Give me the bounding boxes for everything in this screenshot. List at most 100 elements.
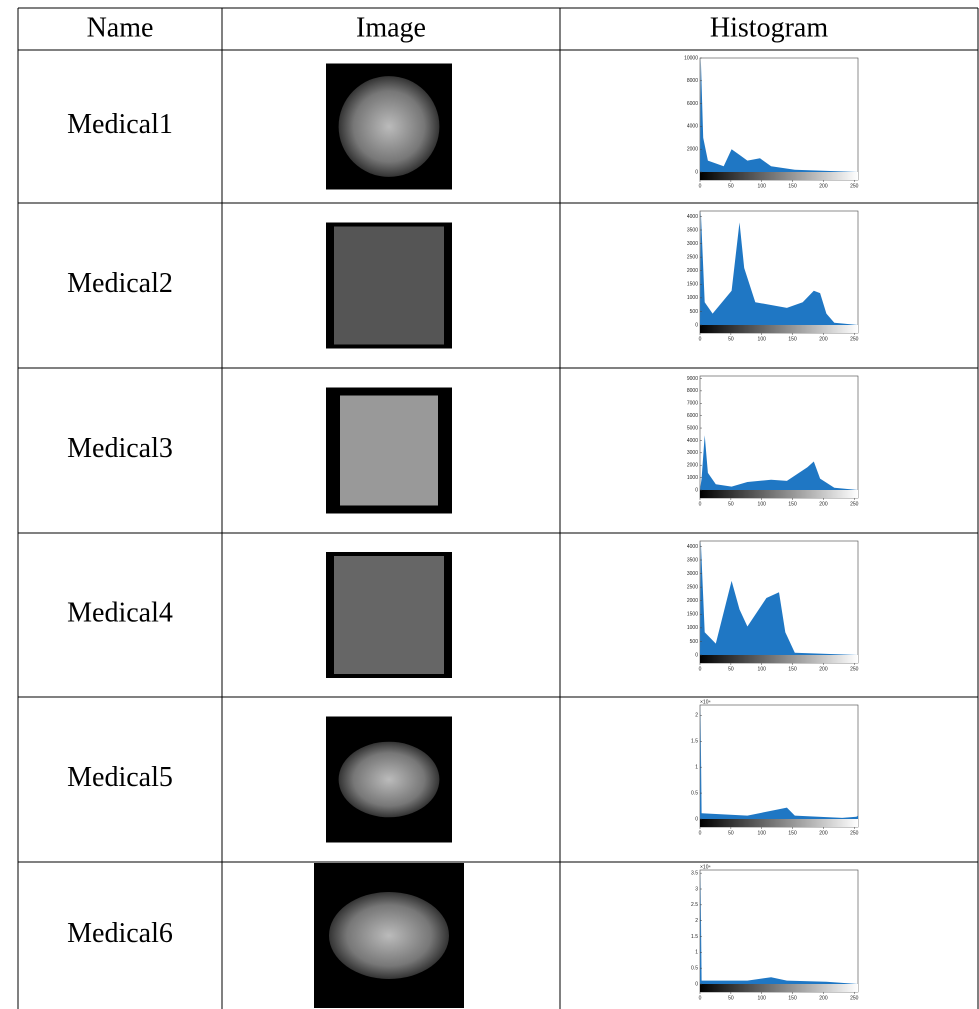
x-tick-label: 0 — [699, 183, 702, 189]
y-tick-label: 0.5 — [691, 965, 698, 971]
gray-bar — [700, 325, 858, 333]
y-tick-label: 1000 — [687, 295, 698, 301]
y-tick-label: 2000 — [687, 598, 698, 604]
row-name: Medical2 — [67, 268, 173, 299]
page: {"table": { "header": ["Name", "Image", … — [0, 0, 979, 1009]
y-tick-label: 3000 — [687, 571, 698, 577]
y-tick-label: 500 — [690, 309, 699, 315]
y-tick-label: 1500 — [687, 282, 698, 288]
x-tick-label: 0 — [699, 995, 702, 1001]
x-tick-label: 250 — [850, 501, 859, 507]
y-tick-label: 0 — [695, 322, 698, 328]
y-tick-label: 1000 — [687, 625, 698, 631]
x-tick-label: 100 — [758, 336, 767, 342]
x-tick-label: 250 — [850, 666, 859, 672]
x-tick-label: 150 — [788, 995, 797, 1001]
x-tick-label: 200 — [819, 995, 828, 1001]
medical-image — [326, 223, 452, 349]
x-tick-label: 100 — [758, 666, 767, 672]
y-tick-label: 6000 — [687, 413, 698, 419]
medical-image — [326, 552, 452, 678]
x-tick-label: 50 — [728, 995, 734, 1001]
y-tick-label: 3500 — [687, 557, 698, 563]
header-cell: Name — [87, 12, 154, 43]
x-tick-label: 50 — [728, 666, 734, 672]
x-tick-label: 150 — [788, 501, 797, 507]
y-tick-label: 0 — [695, 169, 698, 175]
y-tick-label: 1500 — [687, 612, 698, 618]
x-tick-label: 150 — [788, 183, 797, 189]
y-tick-label: 1000 — [687, 475, 698, 481]
image-body — [339, 742, 440, 818]
y-tick-label: 500 — [690, 639, 699, 645]
y-tick-label: 5000 — [687, 425, 698, 431]
y-tick-label: 6000 — [687, 101, 698, 107]
x-tick-label: 50 — [728, 336, 734, 342]
image-body — [329, 892, 449, 979]
x-tick-label: 200 — [819, 183, 828, 189]
y-tick-label: 4000 — [687, 124, 698, 130]
y-tick-label: 1.5 — [691, 934, 698, 940]
y-tick-label: 8000 — [687, 388, 698, 394]
y-tick-label: 0 — [695, 487, 698, 493]
plot-frame — [700, 870, 858, 992]
image-body — [339, 76, 440, 177]
y-tick-label: 10000 — [684, 55, 698, 61]
histogram: 0100020003000400050006000700080009000050… — [687, 376, 859, 508]
x-tick-label: 200 — [819, 501, 828, 507]
gray-bar — [700, 172, 858, 180]
y-tick-label: 7000 — [687, 401, 698, 407]
x-tick-label: 0 — [699, 501, 702, 507]
plot-frame — [700, 705, 858, 827]
y-tick-label: 1.5 — [691, 739, 698, 745]
x-tick-label: 0 — [699, 336, 702, 342]
medical-image — [326, 64, 452, 190]
row-name: Medical3 — [67, 433, 173, 464]
x-tick-label: 100 — [758, 830, 767, 836]
y-tick-label: 3000 — [687, 241, 698, 247]
y-tick-label: 3.5 — [691, 870, 698, 876]
x-tick-label: 0 — [699, 830, 702, 836]
x-tick-label: 250 — [850, 183, 859, 189]
x-tick-label: 200 — [819, 666, 828, 672]
image-body — [334, 227, 444, 345]
y-tick-label: 9000 — [687, 376, 698, 382]
x-tick-label: 100 — [758, 183, 767, 189]
y-tick-label: 1 — [695, 765, 698, 771]
y-tick-label: 2000 — [687, 147, 698, 153]
header-cell: Image — [356, 12, 426, 43]
x-tick-label: 50 — [728, 183, 734, 189]
header-cell: Histogram — [710, 12, 828, 43]
x-tick-label: 250 — [850, 336, 859, 342]
y-multiplier: ×10⁴ — [700, 864, 711, 870]
y-tick-label: 0 — [695, 652, 698, 658]
x-tick-label: 150 — [788, 336, 797, 342]
x-tick-label: 100 — [758, 501, 767, 507]
table: Name Image Histogram Medical102000400060… — [0, 0, 979, 1009]
image-body — [340, 396, 438, 506]
y-tick-label: 2 — [695, 918, 698, 924]
y-tick-label: 2500 — [687, 254, 698, 260]
gray-bar — [700, 984, 858, 992]
row-name: Medical6 — [67, 918, 173, 949]
plot-frame — [700, 58, 858, 180]
medical-image — [326, 717, 452, 843]
medical-image — [326, 388, 452, 514]
x-tick-label: 150 — [788, 666, 797, 672]
x-tick-label: 0 — [699, 666, 702, 672]
x-tick-label: 100 — [758, 995, 767, 1001]
y-tick-label: 3 — [695, 886, 698, 892]
x-tick-label: 250 — [850, 830, 859, 836]
y-tick-label: 2 — [695, 713, 698, 719]
y-tick-label: 3500 — [687, 227, 698, 233]
y-tick-label: 2000 — [687, 463, 698, 469]
row-name: Medical1 — [67, 109, 173, 140]
y-tick-label: 0 — [695, 981, 698, 987]
medical-image — [314, 863, 464, 1008]
y-tick-label: 4000 — [687, 438, 698, 444]
y-tick-label: 2000 — [687, 268, 698, 274]
row-name: Medical5 — [67, 762, 173, 793]
